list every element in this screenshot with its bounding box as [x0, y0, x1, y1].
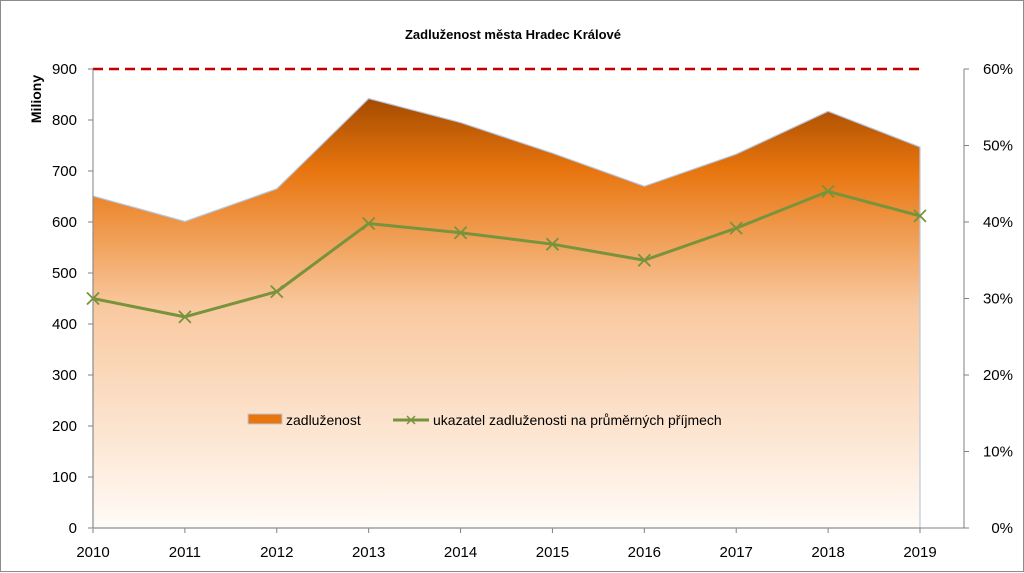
y2-tick-label: 40%: [983, 214, 1013, 231]
legend-label-area: zadluženost: [286, 412, 361, 428]
line-marker: [362, 216, 376, 231]
x-tick-label: 2018: [811, 544, 844, 561]
line-ukazatel: [92, 189, 921, 319]
y2-tick-label: 10%: [983, 444, 1013, 461]
x-tick-label: 2017: [720, 544, 753, 561]
y-tick-label: 0: [69, 520, 77, 537]
y2-tick-label: 60%: [983, 61, 1013, 78]
line-marker: [913, 209, 927, 223]
line-marker: [821, 184, 835, 199]
line-marker: [545, 237, 560, 251]
area-zadluzenost: [92, 97, 921, 529]
x-axis-ticks: 2010 2011 2012 2013 2014 2015 2016 2017 2018 2019: [76, 528, 937, 561]
x-tick-label: 2012: [260, 544, 293, 561]
y-tick-label: 400: [52, 316, 77, 333]
y2-tick-label: 50%: [983, 138, 1013, 155]
chart-title: Zadluženost města Hradec Králové: [405, 27, 621, 42]
x-tick-label: 2010: [76, 544, 109, 561]
y-tick-label: 200: [52, 418, 77, 435]
y2-tick-label: 0%: [991, 520, 1013, 537]
y-tick-label: 600: [52, 214, 77, 231]
line-markers: [86, 184, 927, 324]
legend-label-line: ukazatel zadluženosti na průměrných příj…: [433, 412, 722, 428]
x-tick-label: 2015: [536, 544, 569, 561]
x-tick-label: 2016: [628, 544, 661, 561]
line-marker: [729, 221, 743, 235]
y2-tick-label: 30%: [983, 291, 1013, 308]
x-tick-label: 2013: [352, 544, 385, 561]
y-tick-label: 300: [52, 367, 77, 384]
y-tick-label: 700: [52, 163, 77, 180]
y-axis-label: Miliony: [28, 75, 44, 123]
legend-swatch-area: [247, 413, 283, 425]
x-tick-label: 2014: [444, 544, 477, 561]
x-tick-label: 2019: [903, 544, 936, 561]
y2-axis-ticks: 0% 10% 20% 30% 40% 50% 60%: [964, 61, 1013, 537]
line-marker: [270, 284, 284, 299]
y-tick-label: 500: [52, 265, 77, 282]
line-marker: [453, 226, 468, 240]
y-tick-label: 800: [52, 112, 77, 129]
legend-marker-x: [406, 415, 416, 425]
line-marker: [86, 291, 100, 306]
line-marker: [178, 310, 192, 324]
y-axis-ticks: 0 100 200 300 400 500 600 700 800 900: [52, 61, 93, 537]
line-marker: [637, 253, 651, 267]
y-tick-label: 100: [52, 469, 77, 486]
legend: zadluženost ukazatel zadluženosti na prů…: [247, 412, 722, 428]
y-tick-label: 900: [52, 61, 77, 78]
x-tick-label: 2011: [169, 544, 201, 561]
y2-tick-label: 20%: [983, 367, 1013, 384]
